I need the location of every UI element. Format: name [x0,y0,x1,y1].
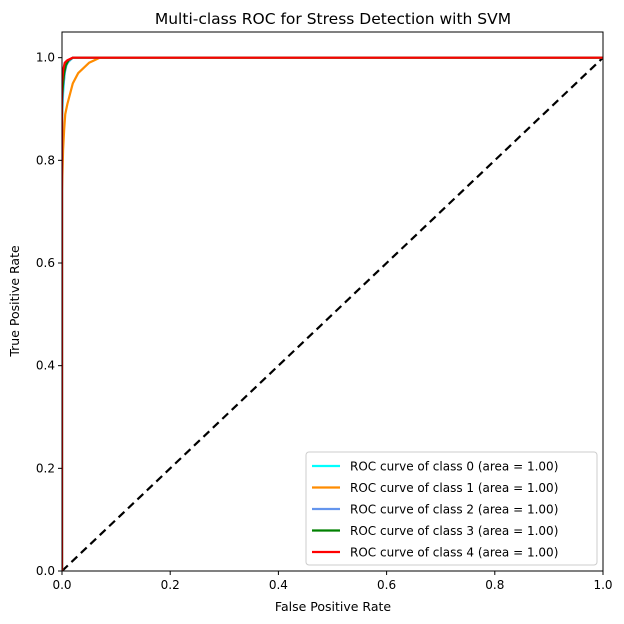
y-axis-ticks: 0.0 0.2 0.4 0.6 0.8 1.0 [36,51,62,578]
y-tick-label: 0.6 [36,256,55,270]
legend-label-class-1: ROC curve of class 1 (area = 1.00) [350,481,558,495]
y-tick-label: 0.2 [36,461,55,475]
y-axis-label: True Positive Rate [7,245,22,358]
reference-diagonal-line [62,56,603,571]
y-tick-label: 0.0 [36,564,55,578]
x-tick-label: 0.4 [269,578,288,592]
x-axis-ticks: 0.0 0.2 0.4 0.6 0.8 1.0 [52,571,613,592]
plot-frame [61,31,604,572]
y-tick-label: 1.0 [36,51,55,65]
x-tick-label: 0.6 [377,578,396,592]
x-tick-label: 0.0 [52,578,71,592]
legend-label-class-2: ROC curve of class 2 (area = 1.00) [350,503,558,517]
chart-title: Multi-class ROC for Stress Detection wit… [155,10,511,28]
x-tick-label: 1.0 [593,578,612,592]
y-tick-label: 0.8 [36,153,55,167]
roc-line-class-4 [62,56,603,571]
legend-frame [305,451,598,566]
legend-label-class-4: ROC curve of class 4 (area = 1.00) [350,546,558,560]
roc-line-class-1 [62,56,603,571]
x-tick-label: 0.8 [485,578,504,592]
x-axis-label: False Positive Rate [275,599,391,614]
legend-label-class-0: ROC curve of class 0 (area = 1.00) [350,460,558,474]
legend-label-class-3: ROC curve of class 3 (area = 1.00) [350,524,558,538]
legend: ROC curve of class 0 (area = 1.00) ROC cu… [305,451,598,566]
x-tick-label: 0.2 [161,578,180,592]
y-tick-label: 0.4 [36,359,55,373]
